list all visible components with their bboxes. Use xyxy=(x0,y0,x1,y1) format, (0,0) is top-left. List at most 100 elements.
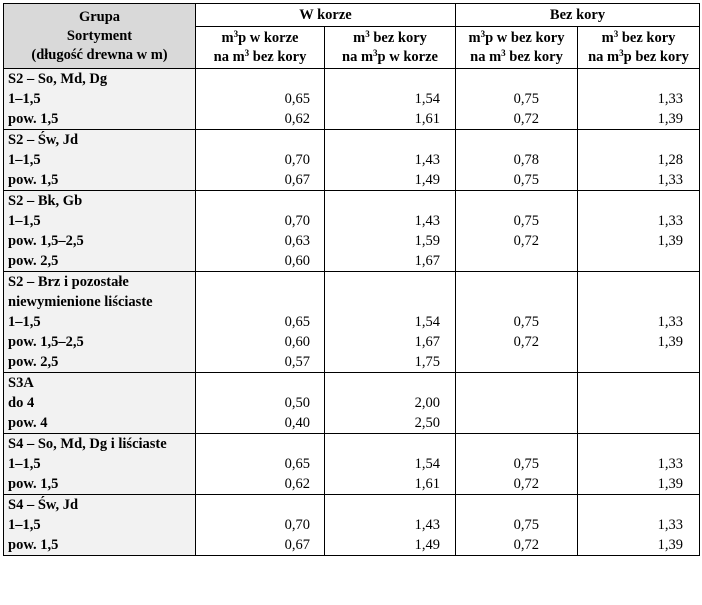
header-col-1: m3p w korze na m3 bez kory xyxy=(195,26,325,69)
value-cell-c4: 1,33 1,39 xyxy=(576,433,701,495)
value: 1,43 xyxy=(414,517,440,533)
value: 0,75 xyxy=(513,517,539,533)
value xyxy=(578,130,699,150)
value-cell-c2: 1,43 1,59 1,67 xyxy=(324,190,456,272)
value xyxy=(578,352,699,372)
value-cell-c3: 0,75 0,72 xyxy=(455,190,578,272)
header-w-korze: W korze xyxy=(195,3,456,27)
value xyxy=(456,373,577,393)
value-cell-c1: 0,50 0,40 xyxy=(195,372,325,434)
value xyxy=(578,393,699,413)
value: 1,39 xyxy=(657,537,684,553)
value: 0,60 xyxy=(284,334,310,350)
table-row: S2 – Św, Jd 1–1,5 pow. 1,5 0,70 0,67 1,43 1,49… xyxy=(3,129,701,191)
value xyxy=(196,434,324,454)
value-cell-c4 xyxy=(576,372,701,434)
value: 1,54 xyxy=(414,456,440,472)
value-cell-c3: 0,75 0,72 xyxy=(455,271,578,373)
value: 1,61 xyxy=(414,476,440,492)
value: 0,72 xyxy=(513,334,539,350)
value: 1,33 xyxy=(657,213,684,229)
group-label-cell: S4 – Św, Jd 1–1,5 pow. 1,5 xyxy=(3,494,196,556)
group-label-cell: S3A do 4 pow. 4 xyxy=(3,372,196,434)
value xyxy=(325,434,455,454)
value xyxy=(196,495,324,515)
value xyxy=(196,130,324,150)
table-row: S4 – Św, Jd 1–1,5 pow. 1,5 0,70 0,67 1,43 1,49… xyxy=(3,494,701,556)
value: 0,50 xyxy=(284,395,310,411)
value: 0,72 xyxy=(513,537,539,553)
value: 1,67 xyxy=(414,334,440,350)
group-title: S4 – Św, Jd xyxy=(8,497,79,513)
value: 1,39 xyxy=(657,476,684,492)
value-cell-c1: 0,70 0,67 xyxy=(195,129,325,191)
header-bez-kory: Bez kory xyxy=(454,3,701,27)
value xyxy=(456,292,577,312)
value: 1,61 xyxy=(414,111,440,127)
group-sortyment-line: 1–1,5 xyxy=(8,91,41,107)
value: 2,50 xyxy=(414,415,440,431)
group-sortyment-line: 1–1,5 xyxy=(8,152,41,168)
group-label-cell: S2 – Bk, Gb 1–1,5 pow. 1,5–2,5 pow. 2,5 xyxy=(3,190,196,272)
value: 1,54 xyxy=(414,314,440,330)
value xyxy=(196,272,324,292)
value: 0,72 xyxy=(513,233,539,249)
table-row: S2 – Bk, Gb 1–1,5 pow. 1,5–2,5 pow. 2,5 0,70… xyxy=(3,190,701,272)
value: 1,33 xyxy=(657,517,684,533)
value: 0,75 xyxy=(513,172,539,188)
value-cell-c3 xyxy=(455,372,578,434)
table-row: S4 – So, Md, Dg i liściaste 1–1,5 pow. 1,5… xyxy=(3,433,701,495)
group-sortyment-line: pow. 1,5–2,5 xyxy=(8,233,84,249)
value: 0,75 xyxy=(513,314,539,330)
value xyxy=(578,272,699,292)
group-sortyment-line: pow. 4 xyxy=(8,415,48,431)
value xyxy=(325,373,455,393)
header-grupa: Grupa xyxy=(78,8,121,25)
value xyxy=(456,69,577,89)
group-sortyment-line: 1–1,5 xyxy=(8,517,41,533)
value: 0,62 xyxy=(284,476,310,492)
header-col-3: m3p w bez kory na m3 bez kory xyxy=(455,26,578,69)
value xyxy=(325,272,455,292)
value: 0,72 xyxy=(513,111,539,127)
value: 1,54 xyxy=(414,91,440,107)
value: 0,67 xyxy=(284,172,310,188)
value xyxy=(196,69,324,89)
header-group-sortyment: Grupa Sortyment (długość drewna w m) xyxy=(3,3,196,69)
value xyxy=(325,130,455,150)
value: 1,39 xyxy=(657,111,684,127)
group-label-cell: S4 – So, Md, Dg i liściaste 1–1,5 pow. 1,5 xyxy=(3,433,196,495)
value: 1,75 xyxy=(414,354,440,370)
group-title: S2 – So, Md, Dg xyxy=(8,71,108,87)
table-body: S2 – So, Md, Dg 1–1,5 pow. 1,5 0,65 0,62 1,54… xyxy=(3,68,701,556)
value: 1,59 xyxy=(414,233,440,249)
value: 1,33 xyxy=(657,314,684,330)
value-cell-c1: 0,65 0,60 0,57 xyxy=(195,271,325,373)
group-title: S2 – Św, Jd xyxy=(8,132,79,148)
group-title: S2 – Brz i pozostałe xyxy=(8,274,129,290)
value: 0,62 xyxy=(284,111,310,127)
group-sortyment-line: 1–1,5 xyxy=(8,314,41,330)
value-cell-c4: 1,33 1,39 xyxy=(576,271,701,373)
group-sortyment-line: pow. 1,5 xyxy=(8,172,59,188)
value: 1,39 xyxy=(657,334,684,350)
value: 0,57 xyxy=(284,354,310,370)
value-cell-c2: 2,00 2,50 xyxy=(324,372,456,434)
value-cell-c4: 1,28 1,33 xyxy=(576,129,701,191)
value: 1,49 xyxy=(414,537,440,553)
value: 1,28 xyxy=(657,152,684,168)
value: 0,70 xyxy=(284,213,310,229)
table-row: S3A do 4 pow. 4 0,50 0,40 2,00 2,50 xyxy=(3,372,701,434)
value: 1,67 xyxy=(414,253,440,269)
value xyxy=(456,393,577,413)
header-length-unit: (długość drewna w m) xyxy=(31,46,168,63)
conversion-table: Grupa Sortyment (długość drewna w m) W k… xyxy=(3,3,701,556)
value-cell-c2: 1,43 1,49 xyxy=(324,129,456,191)
value xyxy=(325,292,455,312)
value: 0,65 xyxy=(284,456,310,472)
value xyxy=(456,272,577,292)
value-cell-c4: 1,33 1,39 xyxy=(576,68,701,130)
group-sortyment-line: pow. 1,5 xyxy=(8,476,59,492)
value: 1,39 xyxy=(657,233,684,249)
value xyxy=(325,495,455,515)
